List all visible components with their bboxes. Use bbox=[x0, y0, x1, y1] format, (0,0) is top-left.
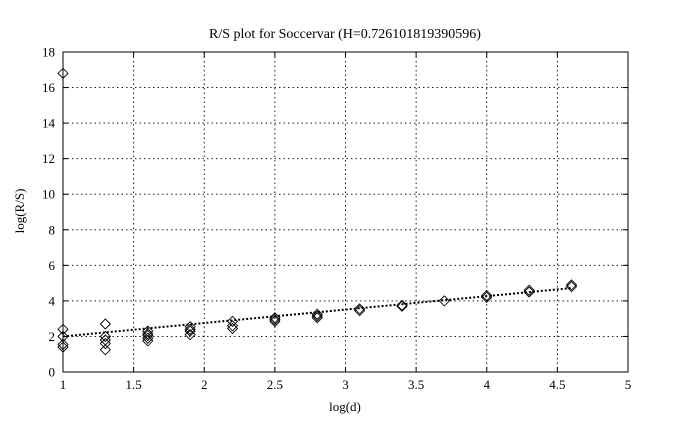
y-tick-label: 14 bbox=[42, 116, 56, 131]
x-tick-label: 2.5 bbox=[267, 377, 283, 392]
data-point bbox=[99, 330, 112, 343]
x-axis-label: log(d) bbox=[329, 399, 361, 414]
y-tick-label: 12 bbox=[42, 151, 55, 166]
data-point bbox=[396, 300, 408, 312]
y-tick-label: 0 bbox=[49, 365, 56, 380]
data-point bbox=[184, 329, 196, 341]
data-point bbox=[438, 295, 451, 307]
data-point bbox=[226, 320, 239, 332]
data-point bbox=[269, 313, 281, 326]
y-tick-label: 10 bbox=[42, 187, 55, 202]
tick-layer: 1 1.5 2 2.5 3 3.5 4 4.5 5 0 2 4 6 8 10 12 14 16 18 bbox=[42, 45, 631, 393]
y-tick-label: 18 bbox=[42, 45, 55, 60]
data-point bbox=[311, 312, 323, 324]
data-point bbox=[184, 325, 196, 337]
x-tick-label: 4 bbox=[484, 377, 491, 392]
grid-layer bbox=[63, 52, 628, 372]
data-point bbox=[481, 291, 493, 303]
x-tick-label: 3.5 bbox=[408, 377, 424, 392]
data-point bbox=[565, 279, 578, 291]
data-point bbox=[481, 289, 493, 302]
y-tick-label: 16 bbox=[42, 80, 56, 95]
data-point bbox=[269, 312, 281, 324]
x-tick-label: 5 bbox=[625, 377, 632, 392]
data-point bbox=[99, 318, 112, 330]
data-point bbox=[353, 303, 366, 315]
data-point bbox=[184, 321, 196, 333]
x-tick-label: 3 bbox=[342, 377, 349, 392]
data-point bbox=[353, 305, 366, 317]
data-point bbox=[184, 323, 196, 335]
x-tick-label: 1.5 bbox=[126, 377, 142, 392]
data-point bbox=[226, 315, 239, 327]
plot-frame bbox=[62, 51, 629, 373]
data-point bbox=[142, 335, 154, 347]
data-point bbox=[311, 310, 323, 322]
data-point bbox=[523, 284, 535, 296]
data-point bbox=[142, 332, 154, 344]
data-point bbox=[396, 299, 408, 311]
y-tick-label: 8 bbox=[49, 222, 56, 237]
data-point bbox=[311, 308, 323, 320]
data-point bbox=[99, 344, 112, 356]
data-point bbox=[523, 286, 535, 298]
y-tick-label: 2 bbox=[49, 329, 56, 344]
x-tick-label: 2 bbox=[201, 377, 208, 392]
data-points-layer bbox=[57, 67, 578, 356]
y-tick-label: 6 bbox=[49, 258, 56, 273]
data-point bbox=[226, 322, 239, 335]
x-tick-label: 4.5 bbox=[549, 377, 565, 392]
data-point bbox=[565, 281, 578, 293]
y-axis-label: log(R/S) bbox=[12, 189, 27, 234]
y-tick-label: 4 bbox=[49, 293, 56, 308]
x-tick-label: 1 bbox=[60, 377, 67, 392]
data-point bbox=[269, 315, 281, 327]
data-point bbox=[99, 337, 112, 350]
data-point bbox=[142, 328, 154, 340]
chart-title: R/S plot for Soccervar (H=0.726101819390… bbox=[209, 27, 481, 42]
data-point bbox=[142, 329, 154, 342]
